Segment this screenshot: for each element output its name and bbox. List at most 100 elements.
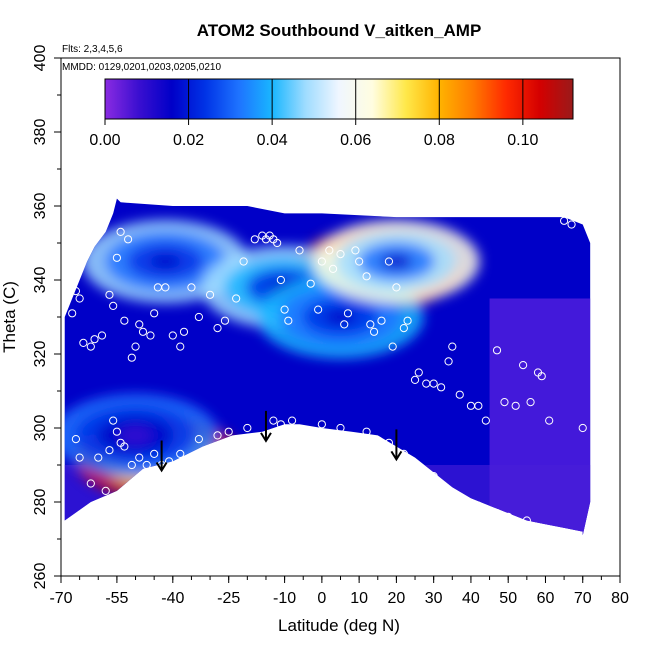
x-tick-label: 60 [537,590,555,607]
heatmap-field [64,198,591,536]
sample-point [492,346,502,355]
x-tick-label: 20 [388,590,406,607]
sample-point [86,479,95,488]
sample-point [90,335,99,344]
sample-point [105,290,114,299]
sample-point [287,416,297,425]
heatmap-lower-band [64,465,591,536]
colorbar-tick-label: 0.08 [424,132,455,149]
sample-point [343,309,353,318]
sample-point [314,305,323,314]
x-tick-label: 70 [574,590,592,607]
sample-point [239,257,248,266]
sample-point [276,275,285,285]
sample-point [384,438,394,447]
sample-point [384,257,394,266]
x-tick-label: -25 [217,590,240,607]
sample-point [328,264,338,273]
x-tick-label: 10 [350,590,368,607]
sample-point [135,453,144,462]
sample-point [340,320,349,329]
sample-point [276,420,285,429]
sample-point [511,401,520,410]
sample-point [164,457,174,466]
sample-point [194,312,203,322]
down-arrow [390,429,403,462]
sample-point [273,238,282,248]
sample-point [150,449,159,458]
y-axis: 260 280 300 320 340 360 380 400 [32,45,61,589]
sample-point [116,227,125,236]
sample-point [284,316,293,325]
x-tick-label: -40 [161,590,184,607]
sample-point [123,235,133,244]
x-tick-label: 0 [317,590,326,607]
y-tick-label: 380 [32,119,49,146]
sample-point [545,416,554,425]
sample-point [71,287,81,296]
sample-point [526,398,535,407]
colorbar-tick-label: 0.06 [340,132,371,149]
sample-point [429,472,438,481]
sample-point [481,416,490,425]
sample-point [75,294,84,303]
x-axis-label: Latitude (deg N) [278,616,400,635]
sample-point [138,327,148,336]
sample-point [213,324,222,333]
x-tick-label: -10 [273,590,296,607]
sample-point [213,431,222,440]
sample-point [317,257,326,266]
sample-point [109,416,118,425]
sample-point [388,342,397,351]
sample-point [355,257,364,266]
sample-point [269,416,278,425]
sample-point [205,290,215,299]
sample-point [522,516,531,525]
sample-point [567,220,576,229]
sample-point [474,501,483,510]
x-tick-label: 40 [462,590,480,607]
sample-point [79,338,88,347]
sample-point [448,342,457,351]
sample-point [187,283,196,292]
sample-point [369,327,379,336]
sample-point [362,427,371,436]
x-tick-label: 80 [611,590,629,607]
sample-point [71,435,81,444]
heatmap-purple-band [489,298,591,536]
y-axis-label: Theta (C) [0,281,19,353]
sample-point [492,508,502,518]
sample-point [150,309,159,318]
sample-point [131,342,140,351]
sample-point [317,420,326,429]
sample-point [519,361,528,370]
sample-point [161,283,170,292]
sample-point [142,460,151,470]
sample-point [127,353,136,362]
sample-point [336,423,345,433]
sample-point [336,250,345,259]
colorbar-tick-label: 0.04 [257,132,288,149]
sample-point [68,309,77,318]
sample-point [112,427,122,436]
sample-point [97,331,107,340]
sample-point [168,331,177,340]
sample-point [451,490,461,499]
x-tick-label: -55 [105,590,128,607]
down-arrow [155,440,168,473]
sample-point [109,497,118,507]
y-tick-label: 400 [32,45,49,72]
sample-point [176,449,185,458]
flights-note: Flts: 2,3,4,5,6 [62,44,123,55]
sample-point [578,423,587,433]
sample-point [444,357,453,366]
sample-point [455,390,464,399]
sample-point [377,316,386,325]
y-tick-label: 300 [32,415,49,442]
sample-point [366,320,375,329]
sample-point [232,294,241,303]
sample-point [120,316,129,325]
colorbar-tick-label: 0.10 [507,132,538,149]
sample-point [250,235,259,244]
